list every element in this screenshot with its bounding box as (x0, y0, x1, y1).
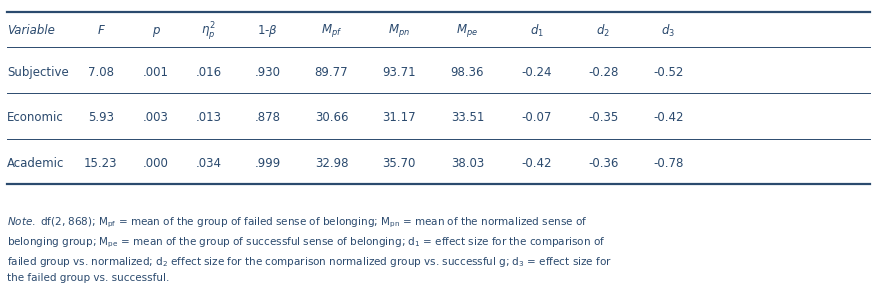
Text: .016: .016 (196, 66, 222, 78)
Text: .000: .000 (143, 157, 169, 170)
Text: 35.70: 35.70 (382, 157, 416, 170)
Text: -0.42: -0.42 (653, 111, 683, 124)
Text: .930: .930 (254, 66, 281, 78)
Text: .001: .001 (143, 66, 169, 78)
Text: 30.66: 30.66 (315, 111, 348, 124)
Text: 33.51: 33.51 (451, 111, 484, 124)
Text: 31.17: 31.17 (382, 111, 416, 124)
Text: -0.28: -0.28 (588, 66, 618, 78)
Text: -0.07: -0.07 (522, 111, 552, 124)
Text: p: p (153, 24, 160, 37)
Text: .003: .003 (143, 111, 169, 124)
Text: Academic: Academic (7, 157, 64, 170)
Text: Variable: Variable (7, 24, 55, 37)
Text: 32.98: 32.98 (315, 157, 348, 170)
Text: $d_1$: $d_1$ (530, 23, 544, 39)
Text: .034: .034 (196, 157, 222, 170)
Text: 38.03: 38.03 (451, 157, 484, 170)
Text: Subjective: Subjective (7, 66, 68, 78)
Text: F: F (97, 24, 104, 37)
Text: .999: .999 (254, 157, 281, 170)
Text: 98.36: 98.36 (451, 66, 484, 78)
Text: 89.77: 89.77 (315, 66, 348, 78)
Text: -0.24: -0.24 (522, 66, 552, 78)
Text: $\it{Note.}$ df(2, 868); M$_\mathregular{pf}$ = mean of the group of failed sens: $\it{Note.}$ df(2, 868); M$_\mathregular… (7, 216, 612, 283)
Text: .013: .013 (196, 111, 222, 124)
Text: 5.93: 5.93 (88, 111, 114, 124)
Text: -0.36: -0.36 (588, 157, 618, 170)
Text: 7.08: 7.08 (88, 66, 114, 78)
Text: $M_{pe}$: $M_{pe}$ (456, 22, 479, 39)
Text: $M_{pn}$: $M_{pn}$ (388, 22, 410, 39)
Text: $d_3$: $d_3$ (661, 23, 675, 39)
Text: -0.42: -0.42 (522, 157, 552, 170)
Text: $d_2$: $d_2$ (596, 23, 610, 39)
Text: 93.71: 93.71 (382, 66, 416, 78)
Text: -0.78: -0.78 (653, 157, 683, 170)
Text: -0.52: -0.52 (653, 66, 683, 78)
Text: Economic: Economic (7, 111, 64, 124)
Text: $\eta^2_p$: $\eta^2_p$ (202, 20, 216, 42)
Text: 15.23: 15.23 (84, 157, 118, 170)
Text: $M_{pf}$: $M_{pf}$ (321, 22, 342, 39)
Text: 1-$\beta$: 1-$\beta$ (257, 23, 278, 39)
Text: -0.35: -0.35 (588, 111, 618, 124)
Text: .878: .878 (254, 111, 281, 124)
